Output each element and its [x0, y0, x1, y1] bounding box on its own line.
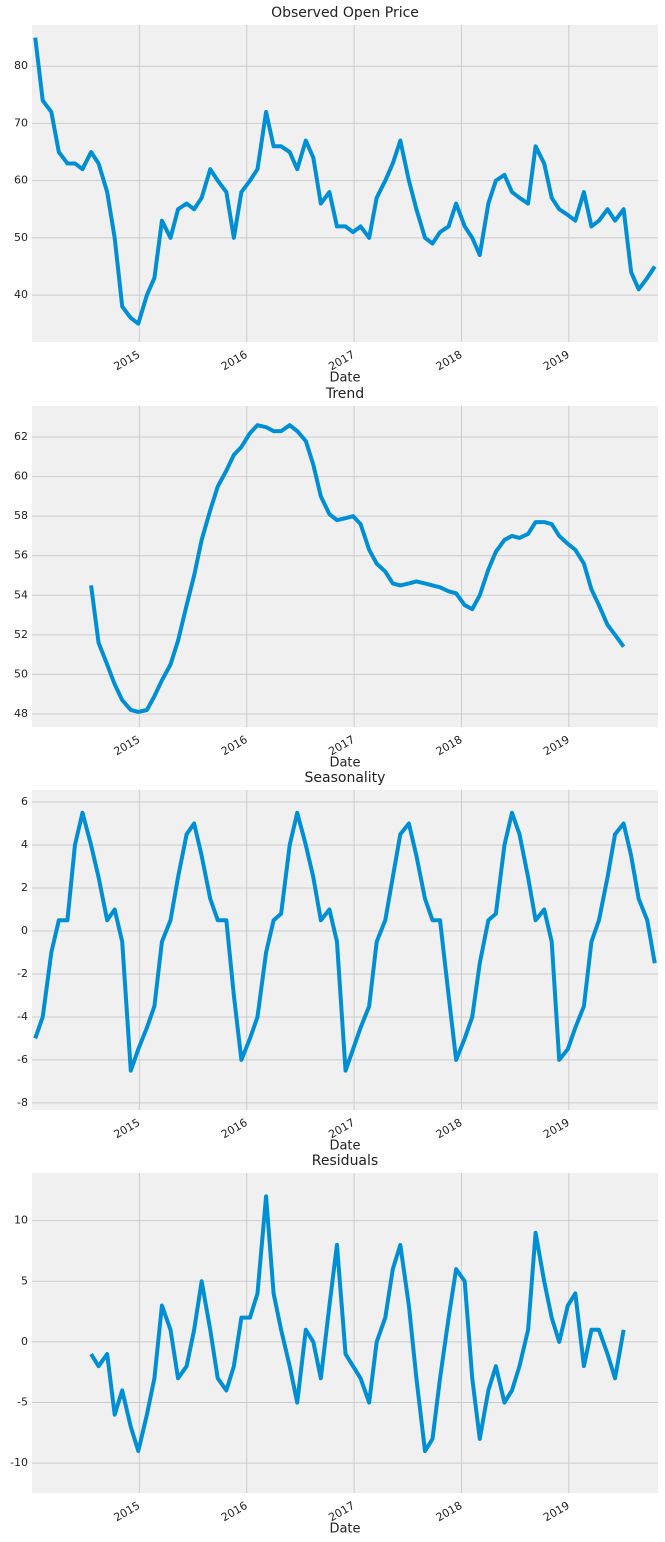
x-tick-label: 2017 — [326, 1499, 357, 1524]
y-tick-label: 60 — [14, 470, 28, 483]
y-tick-label: 60 — [14, 174, 28, 187]
x-axis-label: Date — [329, 371, 360, 386]
plot-area — [32, 406, 658, 727]
x-tick-label: 2016 — [219, 1116, 250, 1141]
y-tick-label: -6 — [17, 1053, 28, 1066]
chart-title: Residuals — [312, 1153, 378, 1169]
y-tick-label: 48 — [14, 707, 28, 720]
x-tick-label: 2019 — [541, 1116, 572, 1141]
y-tick-label: 56 — [14, 549, 28, 562]
x-tick-label: 2015 — [112, 1499, 143, 1524]
y-tick-label: 58 — [14, 509, 28, 522]
y-tick-label: 80 — [14, 59, 28, 72]
y-tick-label: 54 — [14, 588, 28, 601]
x-axis-label: Date — [329, 756, 360, 771]
x-tick-label: 2019 — [541, 1499, 572, 1524]
x-tick-label: 2015 — [112, 1116, 143, 1141]
x-tick-label: 2016 — [219, 733, 250, 758]
y-tick-label: 50 — [14, 231, 28, 244]
y-tick-label: 62 — [14, 430, 28, 443]
x-tick-label: 2018 — [434, 1116, 465, 1141]
x-tick-label: 2017 — [326, 1116, 357, 1141]
data-line — [89, 1194, 626, 1454]
y-tick-label: 2 — [21, 881, 28, 894]
y-tick-label: 40 — [14, 288, 28, 301]
y-tick-label: 52 — [14, 628, 28, 641]
chart-title: Observed Open Price — [271, 5, 419, 21]
chart-title: Trend — [325, 386, 364, 402]
x-tick-label: 2018 — [434, 348, 465, 373]
y-tick-label: -10 — [10, 1456, 28, 1469]
y-tick-label: 4 — [21, 838, 28, 851]
y-tick-label: 50 — [14, 667, 28, 680]
data-line — [89, 423, 626, 714]
x-tick-label: 2017 — [326, 348, 357, 373]
x-tick-label: 2019 — [541, 733, 572, 758]
x-tick-label: 2015 — [112, 733, 143, 758]
y-tick-label: 70 — [14, 116, 28, 129]
y-tick-label: 10 — [14, 1214, 28, 1227]
y-tick-label: -4 — [17, 1010, 28, 1023]
x-axis-label: Date — [329, 1522, 360, 1537]
x-tick-label: 2019 — [541, 348, 572, 373]
data-line — [33, 37, 657, 326]
x-tick-label: 2016 — [219, 1499, 250, 1524]
y-tick-label: 6 — [21, 795, 28, 808]
x-axis-label: Date — [329, 1139, 360, 1154]
x-tick-label: 2017 — [326, 733, 357, 758]
x-tick-label: 2016 — [219, 348, 250, 373]
y-tick-label: 0 — [21, 1335, 28, 1348]
data-line — [33, 810, 657, 1073]
x-tick-label: 2018 — [434, 1499, 465, 1524]
y-tick-label: -2 — [17, 967, 28, 980]
y-tick-label: -8 — [17, 1096, 28, 1109]
x-tick-label: 2015 — [112, 348, 143, 373]
y-tick-label: -5 — [17, 1396, 28, 1409]
y-tick-label: 5 — [21, 1274, 28, 1287]
x-tick-label: 2018 — [434, 733, 465, 758]
y-tick-label: 0 — [21, 924, 28, 937]
chart-title: Seasonality — [305, 770, 386, 786]
plot-area — [32, 25, 658, 342]
